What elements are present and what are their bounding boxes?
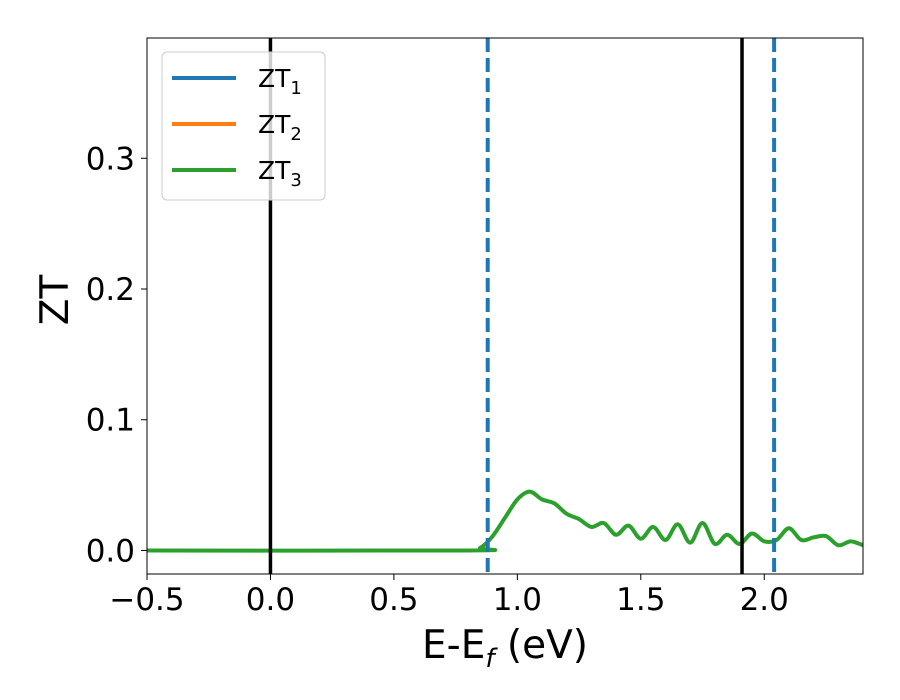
x-tick-label: 0.5 [369,582,418,618]
plot-frame [146,37,864,575]
legend-box [161,51,326,201]
y-tick-label: 0.0 [86,533,135,569]
y-tick-label: 0.2 [86,272,135,308]
legend-item-zt2: ZT2 [172,110,302,145]
y-tick-label: 0.3 [86,141,135,177]
x-tick-label: −0.5 [109,582,184,618]
x-tick-label: 1.5 [616,582,665,618]
legend-label-zt2: ZT2 [258,110,302,145]
y-tick-label: 0.1 [86,403,135,439]
x-tick-label: 0.0 [246,582,295,618]
x-axis-label: E-Ef (eV) [422,623,588,674]
series-line-zt3 [146,489,864,553]
legend-item-zt3: ZT3 [172,156,302,191]
legend-label-zt3: ZT3 [258,156,302,191]
y-axis-label: ZT [33,275,78,326]
x-ticks: −0.5 0.0 0.5 1.0 1.5 2.0 [109,574,789,618]
x-tick-label: 2.0 [740,582,789,618]
legend-label-zt1: ZT1 [258,64,302,99]
y-ticks: 0.0 0.1 0.2 0.3 [86,141,147,569]
x-axis-label-main: E-E [422,623,485,668]
legend: ZT1 ZT2 ZT3 [161,51,326,201]
x-tick-label: 1.0 [493,582,542,618]
x-axis-label-unit: (eV) [495,623,589,668]
legend-item-zt1: ZT1 [172,64,302,99]
